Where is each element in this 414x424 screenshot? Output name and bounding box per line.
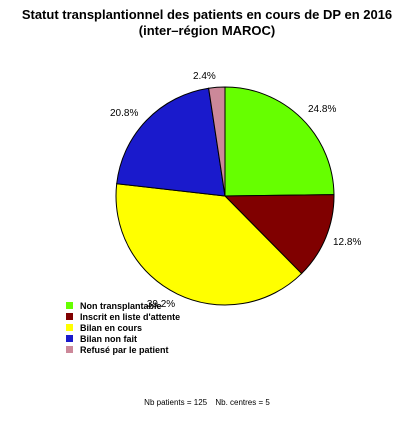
pie-slice (115, 183, 303, 306)
legend-swatch (66, 335, 73, 342)
footer: Nb patients = 125 Nb. centres = 5 (0, 398, 414, 407)
patient-count: Nb patients = 125 (144, 398, 208, 407)
slice-label: 2.4% (193, 71, 216, 82)
slice-label: 12.8% (333, 237, 361, 248)
pie-slice (223, 194, 335, 275)
chart-subtitle: (inter–région MAROC) (138, 23, 276, 38)
legend-swatch (66, 346, 73, 353)
pie-slice (116, 87, 226, 197)
legend-swatch (66, 324, 73, 331)
legend-label: Bilan non fait (80, 333, 137, 344)
legend: Non transplantable Inscrit en liste d'at… (66, 300, 180, 355)
legend-item: Inscrit en liste d'attente (66, 311, 180, 322)
legend-item: Bilan non fait (66, 333, 180, 344)
legend-label: Inscrit en liste d'attente (80, 311, 181, 322)
centre-count: Nb. centres = 5 (215, 398, 270, 407)
legend-swatch (66, 313, 73, 320)
legend-item: Non transplantable (66, 300, 180, 311)
slice-label: 39.2% (147, 299, 175, 310)
legend-label: Non transplantable (80, 300, 162, 311)
legend-item: Bilan en cours (66, 322, 180, 333)
slice-label: 20.8% (110, 108, 138, 119)
pie-slice (208, 86, 226, 197)
legend-label: Refusé par le patient (80, 344, 169, 355)
pie-slice (224, 86, 335, 197)
slice-label: 24.8% (308, 104, 336, 115)
legend-swatch (66, 302, 73, 309)
legend-label: Bilan en cours (80, 322, 143, 333)
chart-title: Statut transplantionnel des patients en … (21, 7, 393, 22)
legend-item: Refusé par le patient (66, 344, 180, 355)
